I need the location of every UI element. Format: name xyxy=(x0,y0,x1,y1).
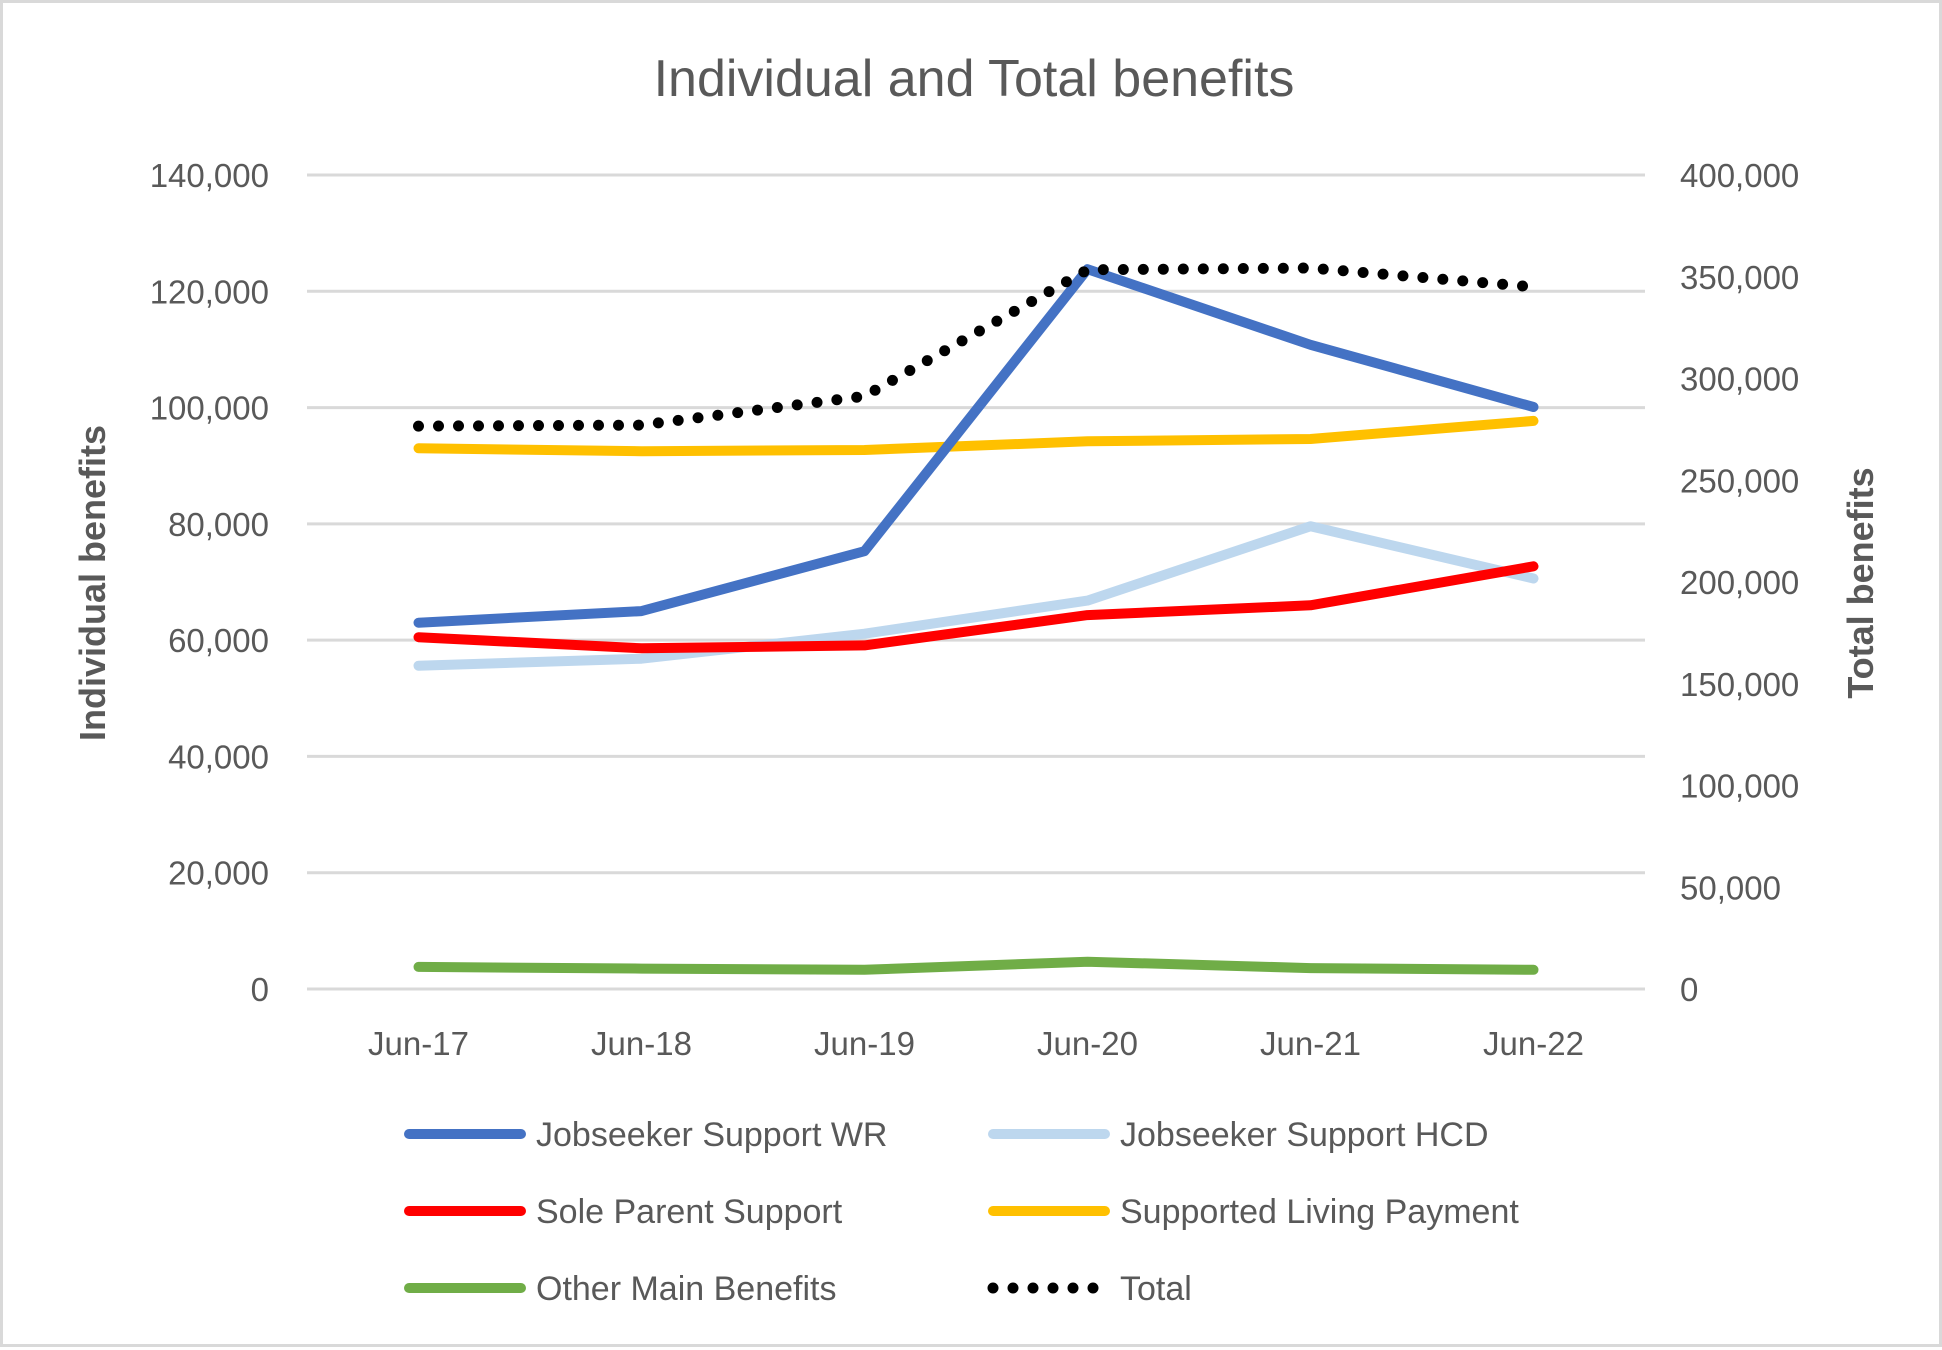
x-tick-label: Jun-18 xyxy=(591,1025,692,1062)
legend-item-jobseeker-support-hcd[interactable]: Jobseeker Support HCD xyxy=(988,1116,1489,1154)
right-tick-label: 150,000 xyxy=(1680,666,1799,703)
x-tick-label: Jun-20 xyxy=(1037,1025,1138,1062)
right-tick-label: 200,000 xyxy=(1680,564,1799,601)
legend-item-jobseeker-support-wr[interactable]: Jobseeker Support WR xyxy=(404,1116,888,1154)
line-chart: Individual and Total benefits 0 20,000 40,… xyxy=(72,50,1881,1308)
legend-label: Supported Living Payment xyxy=(1120,1193,1519,1231)
legend-label: Jobseeker Support HCD xyxy=(1120,1116,1489,1154)
right-tick-label: 300,000 xyxy=(1680,361,1799,398)
legend-label: Sole Parent Support xyxy=(536,1193,843,1231)
chart-title: Individual and Total benefits xyxy=(654,50,1295,108)
left-tick-label: 60,000 xyxy=(168,622,269,659)
legend-label: Total xyxy=(1120,1270,1192,1308)
right-tick-label: 400,000 xyxy=(1680,157,1799,194)
left-tick-label: 40,000 xyxy=(168,738,269,775)
x-tick-label: Jun-21 xyxy=(1260,1025,1361,1062)
right-axis-title: Total benefits xyxy=(1840,467,1881,698)
legend: Jobseeker Support WR Jobseeker Support HC… xyxy=(404,1116,1519,1308)
right-tick-label: 50,000 xyxy=(1680,869,1781,906)
right-tick-label: 250,000 xyxy=(1680,462,1799,499)
right-axis-ticks: 0 50,000 100,000 150,000 200,000 250,000 300,0… xyxy=(1680,157,1799,1008)
right-tick-label: 350,000 xyxy=(1680,259,1799,296)
series-lines xyxy=(413,262,1539,975)
right-tick-label: 0 xyxy=(1680,971,1698,1008)
left-tick-label: 140,000 xyxy=(150,157,269,194)
x-axis-ticks: Jun-17 Jun-18 Jun-19 Jun-20 Jun-21 Jun-22 xyxy=(368,1025,1584,1062)
right-tick-label: 100,000 xyxy=(1680,768,1799,805)
series-line-supported-living-payment xyxy=(413,415,1539,457)
left-axis-title: Individual benefits xyxy=(72,425,113,741)
left-tick-label: 100,000 xyxy=(150,390,269,427)
legend-item-total[interactable]: Total xyxy=(987,1270,1192,1308)
series-line-other-main-benefits xyxy=(413,956,1539,975)
legend-item-sole-parent-support[interactable]: Sole Parent Support xyxy=(404,1193,843,1231)
x-tick-label: Jun-19 xyxy=(814,1025,915,1062)
legend-item-other-main-benefits[interactable]: Other Main Benefits xyxy=(404,1270,836,1308)
left-tick-label: 20,000 xyxy=(168,855,269,892)
legend-label: Other Main Benefits xyxy=(536,1270,836,1308)
x-tick-label: Jun-22 xyxy=(1483,1025,1584,1062)
x-tick-label: Jun-17 xyxy=(368,1025,469,1062)
legend-item-supported-living-payment[interactable]: Supported Living Payment xyxy=(988,1193,1519,1231)
left-tick-label: 0 xyxy=(251,971,269,1008)
series-line-total xyxy=(413,262,1539,432)
legend-label: Jobseeker Support WR xyxy=(536,1116,888,1154)
left-axis-ticks: 0 20,000 40,000 60,000 80,000 100,000 120,000 1… xyxy=(150,157,269,1008)
series-line-jobseeker-support-wr xyxy=(413,264,1539,628)
series-line-jobseeker-support-hcd xyxy=(413,521,1539,671)
series-line-sole-parent-support xyxy=(413,561,1539,654)
left-tick-label: 120,000 xyxy=(150,273,269,310)
left-tick-label: 80,000 xyxy=(168,506,269,543)
